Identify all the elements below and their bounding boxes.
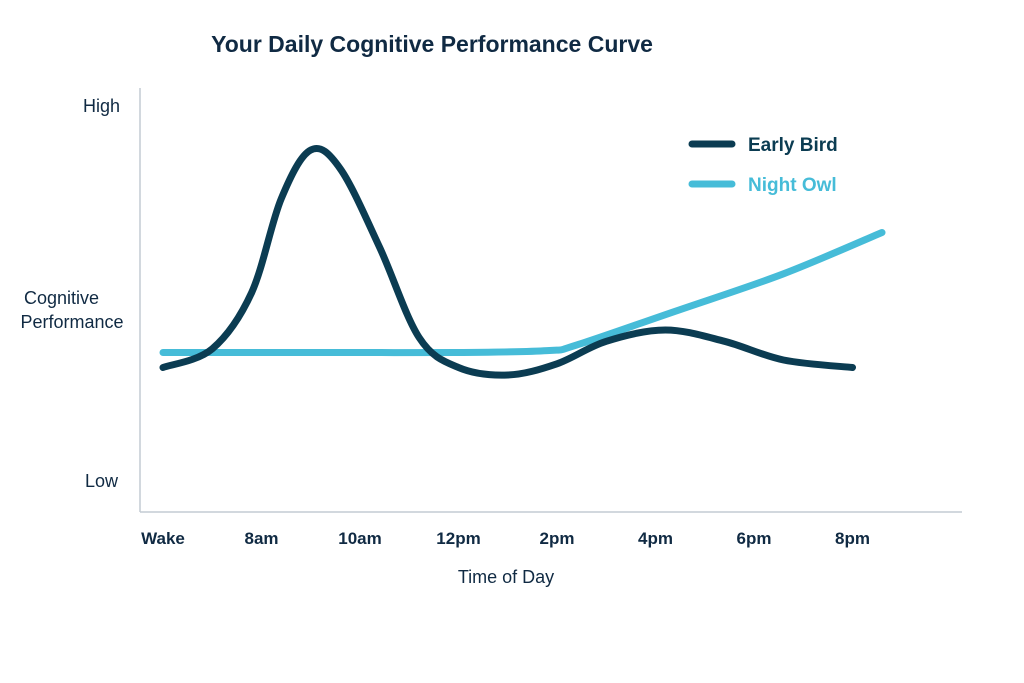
y-tick-low: Low <box>85 471 119 491</box>
series-line-early-bird <box>159 145 856 379</box>
series-lines <box>159 145 886 379</box>
legend-label: Night Owl <box>748 175 837 196</box>
y-axis-label-line-1: Cognitive <box>24 288 99 308</box>
x-tick-label: 4pm <box>638 529 673 548</box>
y-tick-high: High <box>83 96 120 116</box>
y-axis-label: Cognitive Performance <box>20 288 123 332</box>
x-tick-label: 2pm <box>540 529 575 548</box>
x-tick-label: 8am <box>244 529 278 548</box>
legend-label: Early Bird <box>748 135 838 156</box>
legend: Early Bird Night Owl <box>688 135 838 196</box>
x-tick-label: 8pm <box>835 529 870 548</box>
x-tick-label: Wake <box>141 529 185 548</box>
series-line-night-owl <box>159 229 886 357</box>
x-tick-label: 10am <box>338 529 381 548</box>
x-axis-label: Time of Day <box>458 567 554 587</box>
x-tick-label: 12pm <box>436 529 480 548</box>
x-tick-label: 6pm <box>737 529 772 548</box>
y-axis-label-line-2: Performance <box>20 312 123 332</box>
chart-title: Your Daily Cognitive Performance Curve <box>211 31 653 57</box>
x-tick-labels: Wake 8am 10am 12pm 2pm 4pm 6pm 8pm <box>141 529 870 548</box>
